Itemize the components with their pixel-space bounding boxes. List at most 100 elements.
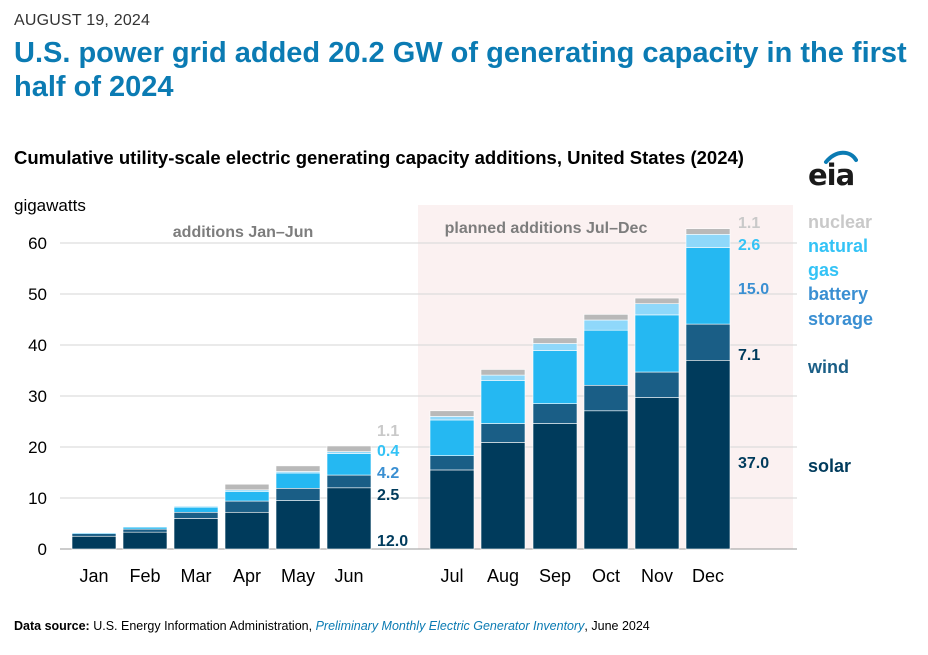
bar-solar xyxy=(122,531,168,550)
x-tick-label: Nov xyxy=(641,566,673,586)
data-source-footer: Data source: U.S. Energy Information Adm… xyxy=(14,619,650,633)
bar-solar xyxy=(173,518,219,550)
bar-battery-storage xyxy=(429,419,475,456)
bar-wind xyxy=(634,371,680,398)
bar-battery-storage xyxy=(532,350,578,404)
region-label-actual: additions Jan–Jun xyxy=(173,224,313,241)
bar-wind xyxy=(275,488,321,501)
x-tick-label: Mar xyxy=(181,566,212,586)
y-tick-label: 60 xyxy=(28,234,47,253)
data-label-dec-battery-storage: 15.0 xyxy=(738,281,769,298)
bar-battery-storage xyxy=(122,526,168,530)
x-tick-label: Aug xyxy=(487,566,519,586)
bar-natural-gas xyxy=(685,234,731,248)
y-tick-label: 10 xyxy=(28,489,47,508)
eia-logo: eia xyxy=(806,148,858,192)
bar-nuclear xyxy=(480,369,526,376)
eia-swoosh-icon xyxy=(824,150,858,164)
bar-battery-storage xyxy=(480,380,526,424)
x-tick-label: Jul xyxy=(440,566,463,586)
legend-label: wind xyxy=(807,357,849,377)
x-tick-label: Oct xyxy=(592,566,620,586)
data-label-dec-natural-gas: 2.6 xyxy=(738,237,760,254)
chart-title: Cumulative utility-scale electric genera… xyxy=(14,147,744,168)
x-tick-label: Jun xyxy=(334,566,363,586)
bar-nuclear xyxy=(583,314,629,321)
eia-logo-text: eia xyxy=(808,158,855,192)
bar-nuclear xyxy=(532,337,578,344)
bar-battery-storage xyxy=(583,329,629,386)
bar-solar xyxy=(71,535,117,550)
bar-solar xyxy=(532,423,578,550)
bar-natural-gas xyxy=(122,526,168,528)
bar-natural-gas xyxy=(634,303,680,316)
y-tick-label: 0 xyxy=(38,540,47,559)
bar-nuclear xyxy=(429,410,475,417)
bar-wind xyxy=(173,511,219,519)
bar-battery-storage xyxy=(634,314,680,373)
bar-battery-storage xyxy=(685,247,731,325)
bar-solar xyxy=(583,410,629,550)
footer-label: Data source: xyxy=(14,619,90,633)
legend-label: nuclear xyxy=(808,212,872,232)
data-label-jun-battery-storage: 4.2 xyxy=(377,465,399,482)
bar-solar xyxy=(326,487,372,550)
data-label-jun-natural-gas: 0.4 xyxy=(377,443,399,460)
y-tick-label: 40 xyxy=(28,336,47,355)
x-tick-label: Dec xyxy=(692,566,724,586)
x-tick-label: Sep xyxy=(539,566,571,586)
bar-nuclear xyxy=(275,465,321,472)
bar-wind xyxy=(480,423,526,443)
data-label-dec-wind: 7.1 xyxy=(738,347,760,364)
data-label-dec-nuclear: 1.1 xyxy=(738,215,760,232)
data-label-jun-wind: 2.5 xyxy=(377,487,399,504)
stacked-bar-chart: 0 10 20 30 40 50 60 additions Jan–Jun planned ad… xyxy=(28,205,873,586)
bar-solar xyxy=(480,442,526,550)
bar-natural-gas xyxy=(583,319,629,331)
bar-wind xyxy=(326,474,372,489)
y-axis-unit-label: gigawatts xyxy=(14,196,86,215)
bar-natural-gas xyxy=(532,343,578,351)
bar-wind xyxy=(532,403,578,424)
y-tick-label: 50 xyxy=(28,285,47,304)
legend-label: natural xyxy=(808,236,868,256)
publication-date: AUGUST 19, 2024 xyxy=(14,12,151,29)
data-label-dec-solar: 37.0 xyxy=(738,455,769,472)
legend-label: battery xyxy=(808,284,868,304)
bar-battery-storage xyxy=(224,491,270,502)
bar-nuclear xyxy=(634,297,680,304)
data-label-jun-solar: 12.0 xyxy=(377,533,408,550)
legend-label: gas xyxy=(808,260,839,280)
region-label-planned: planned additions Jul–Dec xyxy=(445,220,648,237)
x-tick-label: May xyxy=(281,566,315,586)
bar-wind xyxy=(685,323,731,361)
bar-wind xyxy=(224,500,270,513)
x-tick-label: Jan xyxy=(79,566,108,586)
legend-label: storage xyxy=(808,309,873,329)
y-tick-label: 30 xyxy=(28,387,47,406)
bar-solar xyxy=(275,500,321,550)
bar-wind xyxy=(122,528,168,533)
footer-publication-link[interactable]: Preliminary Monthly Electric Generator I… xyxy=(315,619,585,633)
legend-label: solar xyxy=(808,456,851,476)
bar-nuclear xyxy=(326,445,372,452)
x-tick-label: Feb xyxy=(129,566,160,586)
bar-battery-storage xyxy=(173,506,219,513)
bar-nuclear xyxy=(224,483,270,491)
y-tick-label: 20 xyxy=(28,438,47,457)
bar-solar xyxy=(429,469,475,550)
bar-natural-gas xyxy=(173,505,219,508)
bar-wind xyxy=(429,455,475,471)
bar-natural-gas xyxy=(71,531,117,533)
x-tick-label: Apr xyxy=(233,566,261,586)
bar-natural-gas xyxy=(429,416,475,421)
bar-solar xyxy=(634,397,680,550)
bar-nuclear xyxy=(685,228,731,235)
headline: U.S. power grid added 20.2 GW of generat… xyxy=(14,37,907,103)
bar-wind xyxy=(71,533,117,537)
bar-solar xyxy=(224,511,270,550)
bar-natural-gas xyxy=(326,451,372,454)
bar-battery-storage xyxy=(275,472,321,489)
bar-battery-storage xyxy=(326,453,372,476)
bar-wind xyxy=(583,384,629,412)
